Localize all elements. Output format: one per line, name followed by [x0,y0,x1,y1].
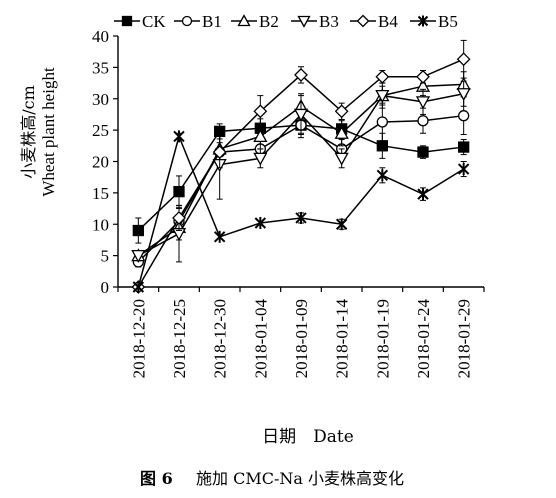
data-point [213,230,226,243]
legend-label: B2 [259,12,279,31]
x-tick-label: 2018-01-29 [455,299,474,378]
plot-area: 0 5 10 15 20 25 30 35 40 2018-12-20 2018-12-25 2018… [92,27,485,379]
data-point [334,125,349,139]
data-point [456,52,471,67]
legend-marker [121,15,133,27]
data-point [416,69,430,84]
figure-caption: 图 6 施加 CMC-Na 小麦株高变化 [140,469,404,488]
x-tick-label: 2018-12-25 [170,299,189,378]
data-point [253,152,268,166]
legend-label: B3 [319,12,339,31]
legend-label: B4 [378,12,398,31]
data-point [253,104,268,119]
series-b3 [131,80,471,263]
legend-marker [297,15,311,28]
data-point [417,115,429,127]
data-point [334,104,349,119]
legend-item-b5: B5 [410,12,458,31]
legend-marker [417,15,429,27]
caption-text: 施加 CMC-Na 小麦株高变化 [196,469,404,488]
y-tick-label: 20 [92,153,109,172]
data-point [254,216,267,229]
legend-item-ck: CK [114,12,166,31]
series-b5 [132,130,470,293]
y-tick-label: 0 [101,278,110,297]
legend-marker [181,15,193,27]
data-point [335,218,348,231]
data-point [457,163,470,176]
legend: CK B1 B2 B3 B4 B5 [114,12,458,31]
data-point [376,140,388,152]
y-tick-label: 30 [92,90,109,109]
x-tick-label: 2018-12-30 [211,299,230,378]
data-point [132,224,144,237]
data-point [376,169,389,182]
legend-item-b2: B2 [231,12,279,31]
data-point [295,211,307,224]
y-tick-label: 25 [92,121,109,140]
data-point [417,188,429,201]
y-tick-label: 15 [92,184,109,203]
caption-figure-number: 图 6 [140,469,173,488]
y-tick-label: 5 [101,247,110,266]
x-tick-label: 2018-01-09 [292,299,311,378]
data-point [131,249,146,263]
series-b4 [131,39,471,294]
data-point [334,152,349,166]
data-point [375,69,390,84]
y-tick-label: 40 [92,27,109,46]
data-point [132,281,145,293]
legend-marker [356,14,370,28]
data-point [173,130,185,143]
data-point [375,89,390,103]
data-point [172,211,186,225]
legend-item-b1: B1 [174,12,222,31]
x-tick-label: 2018-01-24 [414,299,433,379]
legend-label: B1 [202,12,222,31]
data-point [376,116,388,128]
data-point [415,96,431,110]
data-point [253,129,268,143]
data-point [212,145,227,160]
x-tick-label: 2018-01-04 [251,299,270,379]
x-tick-label: 2018-01-14 [333,299,352,379]
data-point [173,185,185,198]
x-tick-label: 2018-01-19 [373,299,392,378]
legend-marker [237,14,251,27]
legend-label: CK [142,12,166,31]
data-point [458,141,470,153]
data-point [417,146,429,158]
data-point [293,108,309,122]
data-point [456,88,471,102]
data-point [294,67,308,82]
y-tick-label: 35 [92,58,109,77]
data-point [458,110,470,122]
y-axis-title: 小麦株高/cm Wheat plant height [19,67,58,197]
y-tick-label: 10 [92,215,109,234]
y-axis-title-cn: 小麦株高/cm [19,85,38,179]
x-tick-label: 2018-12-20 [129,299,148,378]
legend-item-b3: B3 [291,12,339,31]
legend-item-b4: B4 [350,12,398,31]
x-axis-title: 日期 Date [262,427,354,447]
y-axis-title-en: Wheat plant height [39,67,58,197]
legend-label: B5 [438,12,458,31]
